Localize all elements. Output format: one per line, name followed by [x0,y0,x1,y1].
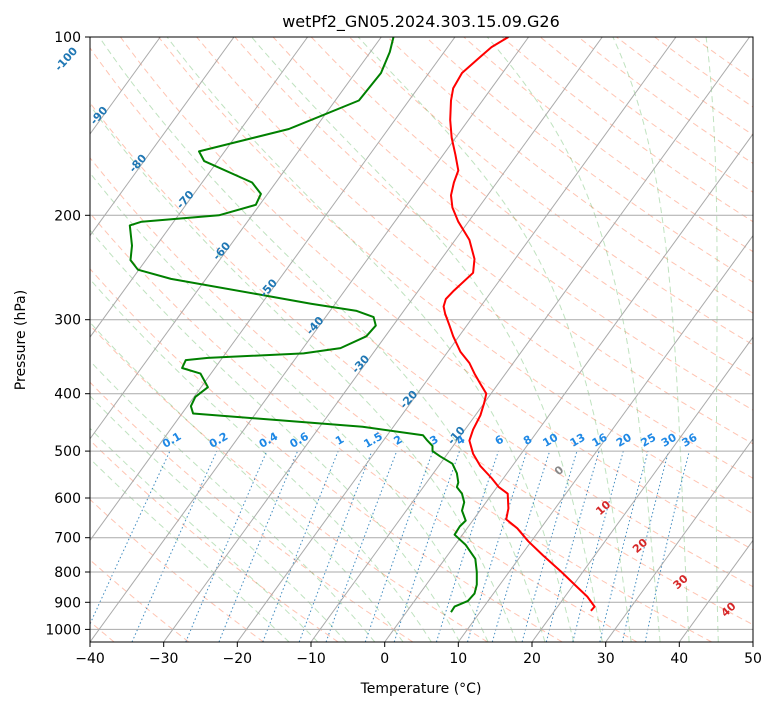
isotherm [457,234,753,642]
moist-adiabat [357,37,632,642]
moist-adiabat [705,37,719,642]
x-axis-label: Temperature (°C) [360,681,482,697]
isotherm [90,37,530,642]
moist-adiabat [612,37,690,642]
moist-adiabat [486,37,661,642]
isotherm [90,37,456,542]
mixing-ratio-line [644,450,690,642]
isotherm [678,539,753,642]
y-tick-label: 1000 [45,622,81,638]
x-tick-label: 30 [597,651,615,667]
x-tick-label: −10 [296,651,326,667]
moist-adiabat [166,37,575,642]
isotherm [90,37,382,440]
isotherm [90,37,235,237]
moist-adiabat [251,37,603,642]
isotherm [90,37,309,339]
dry-adiabat [272,37,753,411]
dry-adiabat [387,37,753,314]
mixing-ratio-line [621,450,669,642]
dry-adiabat [90,212,638,642]
mixing-ratio-line [185,450,268,642]
temperature-profile [442,37,596,612]
plot-frame [89,36,754,643]
y-tick-label: 200 [54,208,81,224]
y-tick-label: 100 [54,30,81,46]
mixing-ratio-line [572,450,624,642]
y-tick-label: 400 [54,387,81,403]
mixing-ratio-line [599,450,649,642]
y-tick-label: 900 [54,595,81,611]
mixing-ratio-line [545,450,600,642]
moist-adiabat [90,458,290,642]
x-tick-label: 50 [744,651,762,667]
x-tick-label: −20 [223,651,253,667]
dry-adiabat [90,268,563,642]
y-tick-label: 600 [54,491,81,507]
mixing-ratio-line [298,450,373,642]
y-tick-label: 800 [54,565,81,581]
dewpoint-profile [128,37,478,613]
moist-adiabat [90,172,489,642]
x-tick-label: 10 [449,651,467,667]
dry-adiabat [158,37,753,515]
isotherm [310,37,751,642]
mixing-ratio-line [521,450,578,642]
moist-adiabat [98,37,546,642]
mixing-ratio-line [262,450,339,642]
chart-title: wetPf2_GN05.2024.303.15.09.G26 [282,12,560,32]
x-tick-label: −40 [75,651,105,667]
dry-adiabat [234,37,753,445]
axis-ticks: −40 −30 −20 −10 0 10 20 30 40 50 1000 900 800 700 600 5… [45,30,762,667]
moist-adiabat [90,427,319,642]
x-tick-label: 40 [670,651,688,667]
grid [90,37,753,642]
moist-adiabat [90,395,347,642]
dry-adiabat [90,324,488,642]
dry-adiabat [90,102,753,626]
y-tick-label: 300 [54,313,81,329]
x-tick-label: 0 [380,651,389,667]
y-axis-label: Pressure (hPa) [13,290,29,390]
dry-adiabat [90,157,712,642]
dry-adiabat [120,37,753,551]
isotherm [163,37,603,642]
moist-adiabat [90,229,461,642]
isotherm [384,133,753,642]
mixing-ratio-line [435,450,499,642]
isotherm [531,336,753,642]
mixing-ratio-line [218,450,299,642]
y-tick-label: 500 [54,444,81,460]
moist-adiabat [90,278,432,642]
mixing-ratio-line [467,450,528,642]
profile-series [128,37,596,613]
mixing-ratio-line [325,450,398,642]
isotherm [605,437,753,642]
dry-adiabat [90,47,753,588]
x-tick-label: 20 [523,651,541,667]
x-tick-label: −30 [149,651,179,667]
y-tick-label: 700 [54,531,81,547]
dry-adiabat [196,37,753,479]
isotherm [236,37,677,642]
dry-adiabat [425,37,753,283]
mixing-ratio-line [364,450,434,642]
